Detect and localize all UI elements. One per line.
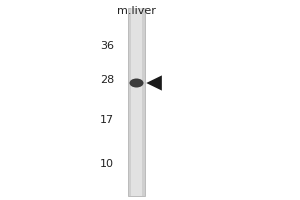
Text: m.liver: m.liver [117, 6, 156, 16]
Text: 10: 10 [100, 159, 114, 169]
Ellipse shape [130, 78, 143, 88]
Text: 28: 28 [100, 75, 114, 85]
Bar [131, 8, 142, 196]
Text: 36: 36 [100, 41, 114, 51]
Polygon shape [146, 75, 162, 91]
Bar [128, 8, 145, 196]
Text: 17: 17 [100, 115, 114, 125]
